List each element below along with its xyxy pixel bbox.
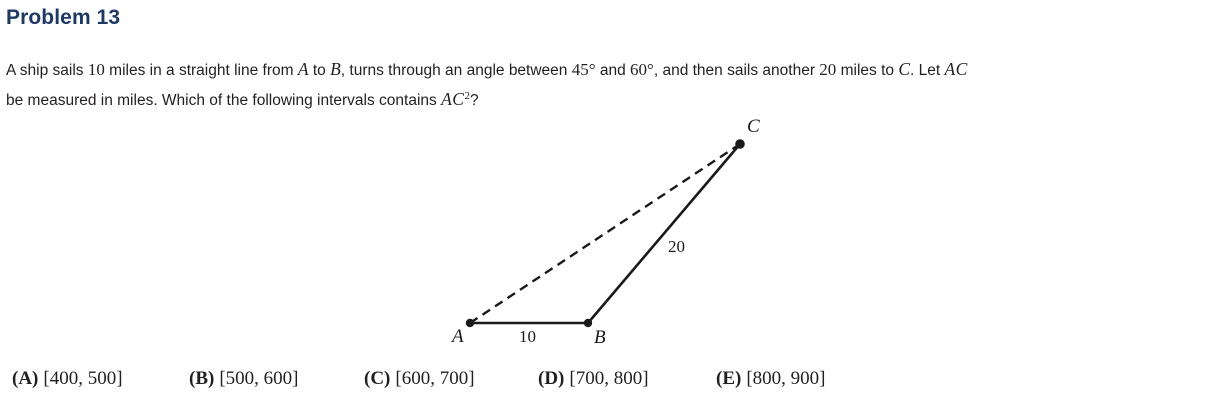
answer-choice-b-tag: (B) [189, 368, 215, 389]
vertex-a-label: A [452, 326, 464, 347]
answer-choice-b-interval: [500, 600] [219, 368, 299, 389]
page-title: Problem 13 [6, 6, 121, 29]
vertex-b-dot [583, 318, 593, 328]
side-ab-length-label: 10 [519, 327, 536, 346]
answer-choice-a-interval: [400, 500] [43, 368, 123, 389]
answer-choice-a-tag: (A) [12, 368, 39, 389]
answer-choice-e[interactable]: (E) [800, 900] [716, 368, 825, 390]
distance-bc-value: 20 [819, 60, 837, 79]
answer-choice-d-interval: [700, 800] [569, 368, 649, 389]
problem-statement: A ship sails 10 miles in a straight line… [6, 55, 1206, 115]
point-c-ref: C [898, 59, 910, 79]
segment-ac-ref: AC [944, 59, 968, 79]
vertex-b-label: B [594, 327, 606, 348]
statement-text: miles in a straight line from [104, 62, 298, 79]
statement-line-2: be measured in miles. Which of the follo… [6, 85, 1206, 115]
statement-text: to [308, 62, 331, 79]
answer-choices: (A) [400, 500] (B) [500, 600] (C) [600, 700… [6, 368, 1206, 400]
distance-ab-value: 10 [87, 60, 105, 79]
triangle-diagram-svg [465, 139, 745, 328]
statement-text: , and then sails another [653, 62, 820, 79]
answer-choice-c-interval: [600, 700] [395, 368, 475, 389]
statement-text: ? [469, 92, 479, 109]
answer-choice-e-tag: (E) [716, 368, 742, 389]
segment-ac-dashed [469, 142, 741, 325]
statement-text: miles to [836, 62, 899, 79]
statement-line-1: A ship sails 10 miles in a straight line… [6, 55, 1206, 85]
side-bc-length-label: 20 [668, 237, 685, 256]
statement-text: . Let [910, 62, 945, 79]
answer-choice-e-interval: [800, 900] [746, 368, 826, 389]
segment-ac-squared-ref: AC [441, 89, 465, 109]
vertex-a-dot [465, 318, 475, 328]
answer-choice-c[interactable]: (C) [600, 700] [364, 368, 475, 390]
statement-text: A ship sails [6, 62, 88, 79]
vertex-c-label: C [747, 116, 760, 137]
statement-text: , turns through an angle between [340, 62, 572, 79]
answer-choice-d-tag: (D) [538, 368, 565, 389]
answer-choice-d[interactable]: (D) [700, 800] [538, 368, 649, 390]
answer-choice-c-tag: (C) [364, 368, 391, 389]
segment-bc [586, 142, 742, 325]
exponent-two: 2 [464, 89, 470, 102]
statement-text: and [595, 62, 631, 79]
triangle-diagram: A B C 10 20 [430, 112, 790, 362]
point-a-ref: A [297, 59, 309, 79]
answer-choice-a[interactable]: (A) [400, 500] [12, 368, 123, 390]
vertex-c-dot [735, 139, 745, 149]
statement-text: be measured in miles. Which of the follo… [6, 92, 442, 109]
answer-choice-b[interactable]: (B) [500, 600] [189, 368, 298, 390]
point-b-ref: B [330, 59, 341, 79]
angle-min-value: 45° [571, 60, 596, 79]
angle-max-value: 60° [630, 60, 654, 79]
